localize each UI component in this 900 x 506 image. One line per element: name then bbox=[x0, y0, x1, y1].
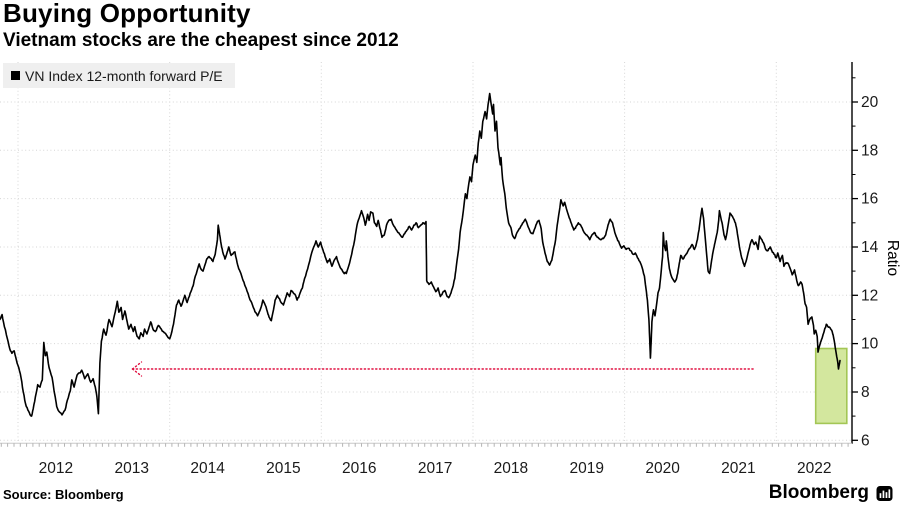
x-axis: 2012 2013 2014 2015 2016 2017 2018 2019 2020 2021… bbox=[0, 442, 852, 477]
legend: VN Index 12-month forward P/E bbox=[3, 63, 235, 88]
y-tick-label: 20 bbox=[861, 94, 879, 111]
y-axis-title: Ratio bbox=[884, 240, 900, 276]
page-title: Buying Opportunity bbox=[3, 0, 251, 28]
legend-label: VN Index 12-month forward P/E bbox=[25, 67, 223, 84]
bloomberg-logo-icon bbox=[876, 485, 893, 501]
x-tick-label: 2012 bbox=[39, 460, 73, 477]
y-tick-label: 18 bbox=[861, 142, 878, 159]
x-tick-label: 2017 bbox=[418, 460, 452, 477]
y-tick-label: 12 bbox=[861, 287, 878, 304]
bloomberg-brand: Bloomberg bbox=[769, 482, 893, 504]
x-tick-label: 2013 bbox=[114, 460, 148, 477]
y-tick-label: 6 bbox=[861, 432, 870, 449]
y-tick-label: 16 bbox=[861, 191, 878, 208]
source-note: Source: Bloomberg bbox=[3, 487, 124, 502]
x-tick-label: 2019 bbox=[569, 460, 603, 477]
arrowhead-icon bbox=[131, 361, 143, 370]
x-tick-label: 2020 bbox=[645, 460, 680, 477]
bloomberg-wordmark: Bloomberg bbox=[768, 482, 869, 503]
x-tick-label: 2014 bbox=[190, 460, 225, 477]
gridlines bbox=[0, 62, 852, 444]
y-axis: 6 8 10 12 14 16 18 20 Ratio bbox=[851, 62, 900, 449]
x-tick-label: 2016 bbox=[342, 460, 376, 477]
page-subtitle: Vietnam stocks are the cheapest since 20… bbox=[3, 30, 399, 51]
highlight-box bbox=[814, 347, 848, 425]
x-tick-label: 2022 bbox=[797, 460, 831, 477]
x-tick-label: 2021 bbox=[721, 460, 755, 477]
annotation-arrow bbox=[131, 361, 755, 377]
pe-line-series bbox=[0, 92, 841, 417]
y-tick-label: 8 bbox=[861, 384, 870, 401]
legend-swatch-icon bbox=[11, 71, 20, 80]
arrowhead-icon bbox=[131, 368, 143, 377]
x-tick-label: 2015 bbox=[266, 460, 300, 477]
y-tick-label: 10 bbox=[861, 336, 879, 353]
x-tick-label: 2018 bbox=[494, 460, 528, 477]
y-tick-label: 14 bbox=[861, 239, 879, 256]
